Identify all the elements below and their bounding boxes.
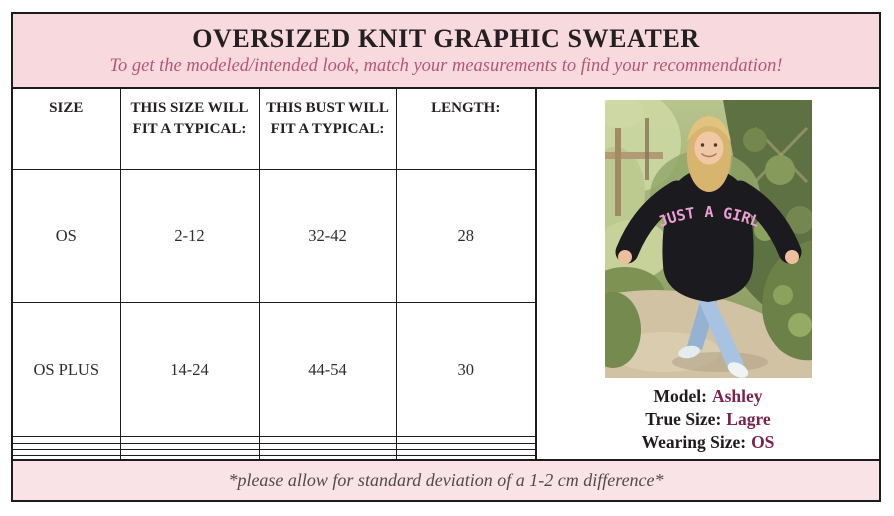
table-cell: 14-24	[119, 302, 260, 438]
column-header-length: LENGTH:	[395, 89, 535, 170]
table-cell: 32-42	[258, 168, 397, 304]
table-cell: OS PLUS	[13, 302, 121, 438]
true-size-value: Lagre	[726, 408, 771, 429]
model-info: Model: Ashley True Size: Lagre Wearing Siz…	[642, 385, 775, 453]
column-header-size: SIZE	[13, 89, 121, 170]
chart-header-band: OVERSIZED KNIT GRAPHIC SWEATER To get th…	[13, 14, 879, 89]
model-label: Model:	[653, 386, 707, 406]
column-header-bust-fit: THIS BUST WILL FIT A TYPICAL:	[258, 89, 397, 170]
table-cell: OS	[13, 168, 121, 304]
model-panel: JUST A GIRL Model: Ashley True Size: Lagre…	[537, 89, 879, 459]
chart-footer-band: *please allow for standard deviation of …	[13, 459, 879, 500]
table-row	[13, 455, 535, 459]
table-row: OS PLUS 14-24 44-54 30	[13, 302, 535, 438]
true-size-label: True Size:	[645, 408, 722, 429]
wearing-size-label: Wearing Size:	[641, 431, 747, 452]
model-info-line: True Size: Lagre	[642, 408, 775, 431]
column-header-size-fit: THIS SIZE WILL FIT A TYPICAL:	[119, 89, 260, 170]
wearing-size-value: OS	[751, 431, 775, 452]
model-value: Ashley	[711, 386, 763, 406]
table-header-row: SIZE THIS SIZE WILL FIT A TYPICAL: THIS …	[13, 89, 535, 170]
table-row: OS 2-12 32-42 28	[13, 168, 535, 304]
chart-content: SIZE THIS SIZE WILL FIT A TYPICAL: THIS …	[13, 89, 879, 459]
model-info-line: Model: Ashley	[642, 385, 775, 408]
size-table: SIZE THIS SIZE WILL FIT A TYPICAL: THIS …	[13, 89, 537, 459]
table-cell: 44-54	[258, 302, 397, 438]
table-cell: 28	[395, 168, 535, 304]
footnote: *please allow for standard deviation of …	[228, 470, 664, 490]
page-subtitle: To get the modeled/intended look, match …	[109, 55, 783, 76]
table-cell: 2-12	[119, 168, 260, 304]
model-info-line: Wearing Size: OS	[642, 431, 775, 454]
size-table-grid: SIZE THIS SIZE WILL FIT A TYPICAL: THIS …	[13, 89, 535, 459]
table-cell	[395, 455, 535, 459]
size-chart-frame: OVERSIZED KNIT GRAPHIC SWEATER To get th…	[11, 12, 881, 502]
table-cell: 30	[395, 302, 535, 438]
model-photo: JUST A GIRL	[604, 100, 812, 378]
page-title: OVERSIZED KNIT GRAPHIC SWEATER	[192, 23, 700, 53]
model-figure	[615, 116, 801, 378]
